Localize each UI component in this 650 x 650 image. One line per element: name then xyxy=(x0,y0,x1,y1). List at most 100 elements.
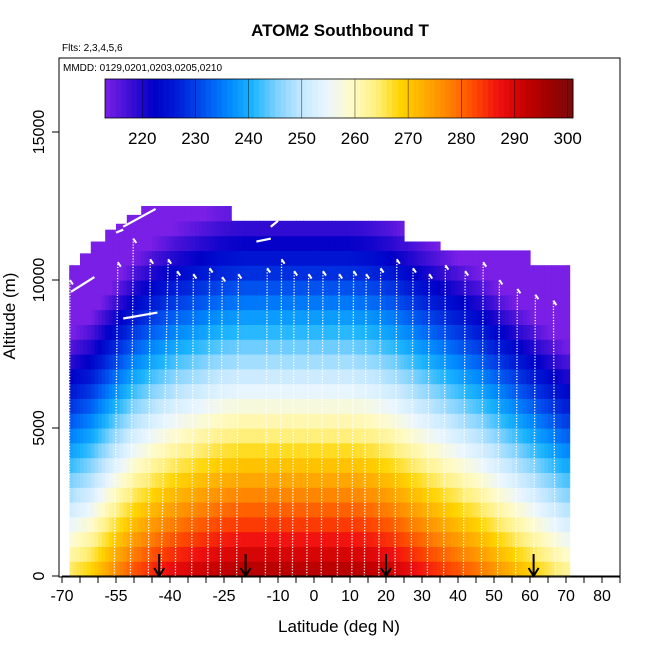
heatmap-cell xyxy=(198,398,203,414)
heatmap-cell xyxy=(555,472,560,488)
heatmap-cell xyxy=(112,428,117,444)
heatmap-cell xyxy=(533,546,538,562)
heatmap-cell xyxy=(519,502,524,518)
heatmap-cell xyxy=(144,383,149,399)
heatmap-cell xyxy=(213,457,218,473)
heatmap-cell xyxy=(382,324,387,340)
heatmap-cell xyxy=(443,442,448,459)
heatmap-cell xyxy=(548,442,553,459)
heatmap-cell xyxy=(216,502,221,518)
heatmap-cell xyxy=(260,502,265,518)
heatmap-cell xyxy=(195,457,200,473)
heatmap-cell xyxy=(134,324,139,340)
heatmap-cell xyxy=(418,398,423,414)
heatmap-cell xyxy=(242,250,247,266)
heatmap-cell xyxy=(173,250,178,266)
heatmap-cell xyxy=(260,309,265,325)
heatmap-cell xyxy=(281,561,286,577)
colorbar-swatch xyxy=(535,79,542,118)
colorbar-swatch xyxy=(269,79,276,118)
heatmap-cell xyxy=(69,516,74,533)
heatmap-cell xyxy=(422,428,427,444)
heatmap-cell xyxy=(148,413,153,429)
heatmap-cell xyxy=(468,531,473,547)
heatmap-cell xyxy=(152,383,157,399)
heatmap-cell xyxy=(263,250,268,266)
heatmap-cell xyxy=(562,487,567,503)
heatmap-cell xyxy=(346,309,351,325)
heatmap-cell xyxy=(252,309,257,325)
heatmap-cell xyxy=(411,241,416,251)
flight-cruise-segment xyxy=(70,276,95,293)
heatmap-cell xyxy=(170,206,175,222)
heatmap-cell xyxy=(515,354,520,370)
heatmap-cell xyxy=(238,339,243,355)
heatmap-cell xyxy=(152,354,157,370)
heatmap-cell xyxy=(263,280,268,296)
heatmap-cell xyxy=(404,428,409,444)
flight-profile xyxy=(68,279,71,577)
heatmap-cell xyxy=(447,339,452,355)
heatmap-cell xyxy=(393,398,398,414)
flight-profile-top xyxy=(322,270,327,277)
heatmap-cell xyxy=(317,413,322,429)
heatmap-cell xyxy=(83,398,88,414)
heatmap-cell xyxy=(101,487,106,503)
heatmap-cell xyxy=(152,457,157,473)
heatmap-cell xyxy=(450,472,455,488)
heatmap-cell xyxy=(216,472,221,488)
heatmap-cell xyxy=(130,442,135,459)
heatmap-cell xyxy=(108,309,113,325)
heatmap-cell xyxy=(267,398,272,414)
heatmap-cell xyxy=(389,250,394,266)
heatmap-cell xyxy=(278,339,283,355)
heatmap-cell xyxy=(270,487,275,503)
heatmap-cell xyxy=(69,383,74,399)
heatmap-cell xyxy=(364,294,369,311)
heatmap-cell xyxy=(288,294,293,311)
heatmap-cell xyxy=(472,531,477,547)
heatmap-cell xyxy=(328,546,333,562)
heatmap-cell xyxy=(357,472,362,488)
heatmap-cell xyxy=(321,339,326,355)
heatmap-cell xyxy=(522,250,527,266)
heatmap-cell xyxy=(137,442,142,459)
heatmap-cell xyxy=(108,502,113,518)
heatmap-cell xyxy=(69,561,74,577)
heatmap-cell xyxy=(119,309,124,325)
heatmap-cell xyxy=(321,354,326,370)
heatmap-cell xyxy=(188,383,193,399)
heatmap-cell xyxy=(206,309,211,325)
heatmap-cell xyxy=(375,442,380,459)
heatmap-cell xyxy=(411,487,416,503)
heatmap-cell xyxy=(346,546,351,562)
heatmap-cell xyxy=(346,428,351,444)
heatmap-cell xyxy=(130,339,135,355)
heatmap-cell xyxy=(414,531,419,547)
heatmap-cell xyxy=(566,368,571,385)
heatmap-cell xyxy=(476,294,481,311)
heatmap-cell xyxy=(551,339,556,355)
heatmap-cell xyxy=(504,472,509,488)
heatmap-cell xyxy=(321,368,326,385)
heatmap-cell xyxy=(191,531,196,547)
heatmap-cell xyxy=(551,265,556,281)
heatmap-cell xyxy=(450,502,455,518)
heatmap-cell xyxy=(414,339,419,355)
heatmap-cell xyxy=(296,457,301,473)
heatmap-cell xyxy=(458,324,463,340)
heatmap-cell xyxy=(360,339,365,355)
heatmap-cell xyxy=(213,413,218,429)
heatmap-cell xyxy=(134,457,139,473)
heatmap-cell xyxy=(137,472,142,488)
heatmap-cell xyxy=(130,487,135,503)
heatmap-cell xyxy=(108,280,113,296)
colorbar-tick-label: 280 xyxy=(447,129,475,148)
heatmap-cell xyxy=(504,250,509,266)
heatmap-cell xyxy=(152,531,157,547)
heatmap-cell xyxy=(184,324,189,340)
heatmap-cell xyxy=(191,487,196,503)
heatmap-cell xyxy=(494,428,499,444)
heatmap-cell xyxy=(389,502,394,518)
y-tick-label: 0 xyxy=(31,571,48,580)
